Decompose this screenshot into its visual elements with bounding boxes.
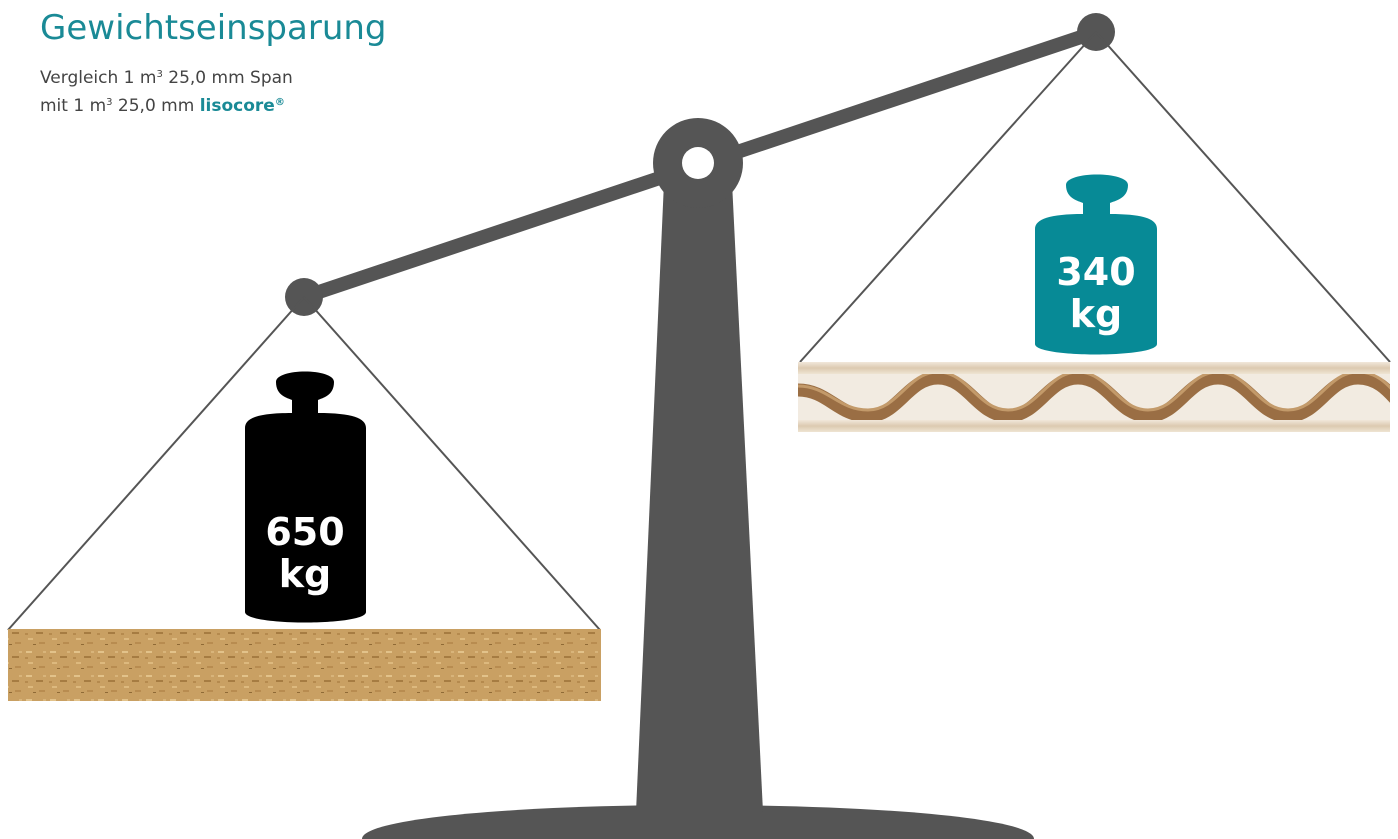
right-pan-string-left (799, 31, 1097, 363)
line2-exponent: 3 (106, 97, 113, 108)
lisocore-wave-core (798, 374, 1390, 420)
chipboard-panel (8, 629, 601, 701)
left-pan-string-left (7, 296, 305, 631)
right-weight-unit: kg (1070, 292, 1122, 336)
line1-prefix: Vergleich 1 m (40, 68, 157, 88)
line1-suffix: 25,0 mm Span (162, 68, 293, 88)
lisocore-bottom-sheet (798, 420, 1390, 432)
left-weight-value: 650 (265, 510, 344, 554)
brand-text: lisocore (199, 96, 275, 116)
comparison-description: Vergleich 1 m3 25,0 mm Span mit 1 m3 25,… (40, 64, 293, 120)
description-line-1: Vergleich 1 m3 25,0 mm Span (40, 64, 293, 92)
scale-pillar (636, 182, 763, 812)
description-line-2: mit 1 m3 25,0 mm lisocore® (40, 92, 293, 120)
line2-suffix: 25,0 mm (112, 96, 200, 116)
line1-exponent: 3 (156, 69, 163, 80)
left-pan-string-right (303, 296, 601, 631)
left-weight-650kg: 650 kg (245, 371, 366, 623)
page-title: Gewichtseinsparung (40, 8, 387, 48)
lisocore-panel (798, 362, 1390, 432)
pivot-hole (682, 147, 714, 179)
scale-base (362, 805, 1034, 839)
right-weight-value: 340 (1056, 250, 1135, 294)
line2-prefix: mit 1 m (40, 96, 107, 116)
lisocore-top-sheet (798, 362, 1390, 374)
right-weight-body (1035, 174, 1157, 355)
registered-mark: ® (274, 97, 285, 108)
left-weight-unit: kg (279, 552, 331, 596)
brand-name: lisocore® (200, 96, 285, 116)
right-weight-340kg: 340 kg (1035, 174, 1157, 355)
left-weight-body (245, 371, 366, 623)
right-pan-string-right (1095, 31, 1391, 363)
lisocore-wave-highlight (798, 374, 1390, 412)
